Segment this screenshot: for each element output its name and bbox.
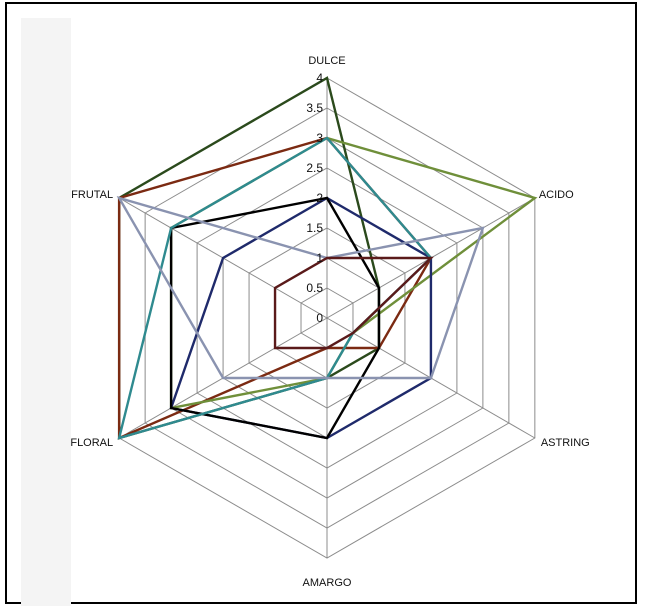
axis-label-astring: ASTRING	[541, 437, 590, 449]
tick-label: 3.5	[306, 101, 323, 115]
tick-label: 4	[316, 71, 323, 85]
axis-label-frutal: FRUTAL	[71, 189, 113, 201]
tick-label: 3	[316, 131, 323, 145]
tick-label: 1	[316, 251, 323, 265]
radar-chart: 0 0.5 1 1.5 2 2.5 3 3.5 4 DULCE ACIDO ASTRING AMARG…	[70, 55, 589, 589]
tick-label: 1.5	[306, 221, 323, 235]
left-shade-strip	[21, 18, 71, 606]
tick-label: 2.5	[306, 161, 323, 175]
radar-tick-labels: 0 0.5 1 1.5 2 2.5 3 3.5 4	[306, 71, 323, 325]
axis-label-amargo: AMARGO	[303, 577, 352, 589]
axis-label-acido: ACIDO	[539, 189, 574, 201]
series-line-8	[273, 256, 434, 350]
axis-label-dulce: DULCE	[308, 55, 345, 67]
tick-label: 2	[316, 191, 323, 205]
series-line-7	[116, 196, 485, 380]
chart-frame: 0 0.5 1 1.5 2 2.5 3 3.5 4 DULCE ACIDO ASTRING AMARG…	[5, 2, 637, 606]
axis-label-floral: FLORAL	[70, 437, 113, 449]
tick-label: 0.5	[306, 281, 323, 295]
radar-grid	[118, 77, 536, 559]
tick-label: 0	[316, 311, 323, 325]
radar-series	[116, 76, 538, 440]
radar-axis-labels: DULCE ACIDO ASTRING AMARGO FLORAL FRUTAL	[70, 55, 589, 589]
